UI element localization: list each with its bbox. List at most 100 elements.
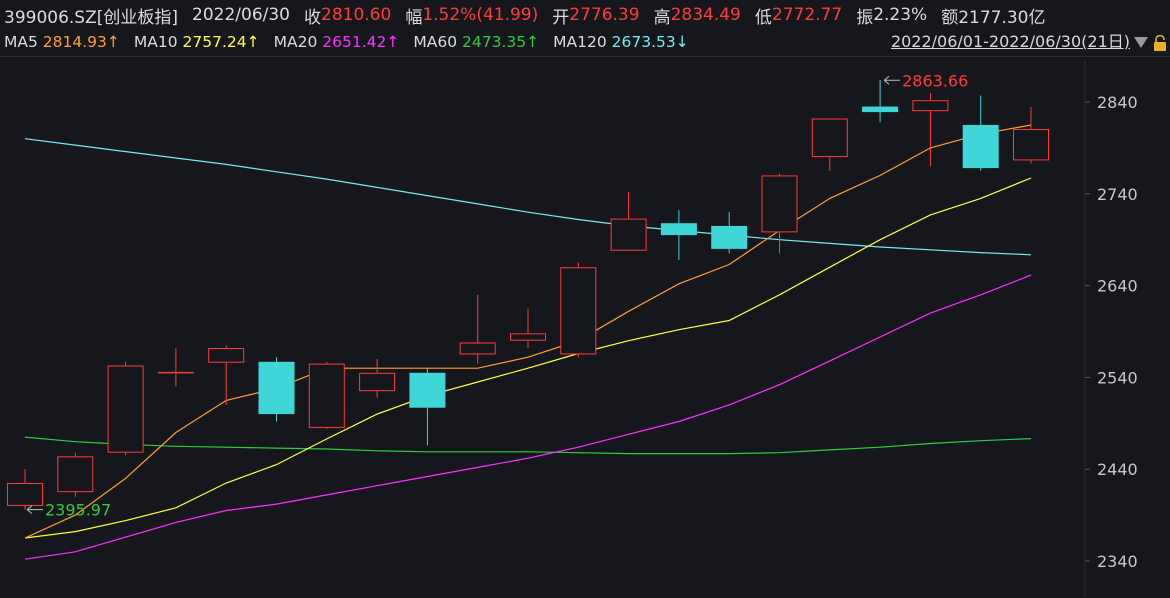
- low-value-label: 2395.97: [45, 501, 111, 520]
- ma10-indicator: MA10 2757.24↑: [134, 33, 260, 51]
- candle: [560, 262, 597, 358]
- candle: [660, 210, 697, 260]
- candle: [962, 95, 999, 171]
- candle: [912, 92, 949, 167]
- candle-body: [1013, 128, 1049, 161]
- candle: [208, 345, 245, 405]
- ma5-value: 2814.93: [42, 33, 107, 51]
- change-label: 幅: [405, 7, 423, 28]
- candle: [157, 348, 194, 387]
- ma20-arrow-icon: ↑: [386, 33, 400, 51]
- ma60-indicator: MA60 2473.35↑: [413, 33, 539, 51]
- candle: [258, 357, 295, 422]
- ma60-arrow-icon: ↑: [526, 33, 540, 51]
- ma5-arrow-icon: ↑: [106, 33, 120, 51]
- candle: [711, 212, 748, 254]
- candle-body: [308, 363, 345, 428]
- candle: [107, 361, 144, 456]
- ma10-label: MA10: [133, 33, 178, 51]
- chevron-down-icon[interactable]: [1134, 37, 1148, 48]
- close-value: 2810.60: [321, 5, 392, 25]
- candle-body: [157, 371, 194, 374]
- candle: [761, 173, 798, 254]
- candle-body: [409, 372, 446, 408]
- ma60-line: [24, 436, 1032, 455]
- high-value: 2834.49: [670, 5, 741, 25]
- ma120-arrow-icon: ↓: [675, 33, 689, 51]
- ma10-line: [24, 177, 1032, 539]
- quote-date: 2022/06/30: [192, 5, 290, 25]
- candle: [7, 469, 43, 510]
- candle: [1013, 107, 1049, 164]
- candle-body: [711, 225, 748, 249]
- date-range-selector[interactable]: 2022/06/01-2022/06/30(21日): [890, 32, 1130, 51]
- candle: [409, 368, 446, 446]
- amount-value: 2177.30亿: [958, 7, 1046, 28]
- amplitude-label: 振: [856, 7, 874, 28]
- candle-body: [510, 333, 546, 341]
- candle-body: [107, 365, 144, 453]
- candle-body: [962, 124, 999, 169]
- ma5-line: [24, 124, 1032, 539]
- ma20-indicator: MA20 2651.42↑: [274, 33, 400, 51]
- candle-body: [862, 106, 899, 113]
- ma120-indicator: MA120 2673.53↓: [553, 33, 689, 51]
- candle-body: [560, 267, 597, 355]
- ma10-arrow-icon: ↑: [246, 33, 260, 51]
- high-marker-arrow-icon: [883, 75, 890, 85]
- header-divider: [0, 56, 1170, 57]
- amount-label: 额: [941, 7, 959, 28]
- index-code: 399006.SZ[创业板指]: [4, 7, 179, 28]
- candle-body: [7, 482, 43, 506]
- y-tick-label: 2840: [1097, 93, 1138, 112]
- ma120-label: MA120: [553, 33, 607, 51]
- low-marker-arrow-icon: [26, 505, 33, 515]
- ma60-label: MA60: [413, 33, 458, 51]
- candle-body: [57, 456, 94, 493]
- candle: [811, 118, 848, 171]
- ma5-indicator: MA5 2814.93↑: [4, 33, 120, 51]
- candle-body: [208, 348, 245, 363]
- ma120-value: 2673.53: [611, 33, 676, 51]
- candle-body: [811, 118, 848, 158]
- open-value: 2776.39: [569, 5, 640, 25]
- close-label: 收: [304, 7, 321, 28]
- ma60-value: 2473.35: [462, 33, 527, 51]
- candle: [610, 191, 647, 251]
- y-tick-label: 2440: [1097, 460, 1138, 479]
- amplitude-value: 2.23%: [873, 5, 928, 25]
- candle: [359, 359, 396, 398]
- candle: [308, 361, 345, 429]
- ma20-line: [24, 274, 1032, 560]
- candle-body: [258, 361, 295, 415]
- candle-body: [359, 372, 396, 392]
- candle: [459, 294, 496, 364]
- change-value: 1.52%(41.99): [422, 5, 539, 25]
- candle-body: [912, 100, 949, 112]
- candle: [57, 452, 94, 497]
- y-tick-label: 2640: [1097, 277, 1138, 296]
- y-tick-label: 2340: [1097, 552, 1138, 571]
- ma20-label: MA20: [273, 33, 318, 51]
- quote-info-bar: 399006.SZ[创业板指] 2022/06/30 收 2810.60 幅 1…: [0, 0, 1170, 30]
- candle: [510, 308, 546, 349]
- candle-body: [459, 342, 496, 355]
- low-label: 低: [754, 7, 772, 28]
- open-label: 开: [552, 7, 570, 28]
- ma120-line: [24, 138, 1032, 256]
- candle-body: [761, 175, 798, 233]
- ma20-value: 2651.42: [322, 33, 387, 51]
- y-tick-label: 2540: [1097, 368, 1138, 387]
- y-tick-label: 2740: [1097, 185, 1138, 204]
- candle-body: [610, 218, 647, 251]
- ma10-value: 2757.24: [182, 33, 247, 51]
- ma5-label: MA5: [4, 33, 38, 51]
- candle-body: [660, 223, 697, 236]
- moving-average-bar: MA5 2814.93↑ MA10 2757.24↑ MA20 2651.42↑…: [0, 30, 1170, 54]
- lock-icon[interactable]: [1153, 35, 1167, 51]
- high-value-label: 2863.66: [902, 71, 968, 90]
- high-label: 高: [653, 7, 671, 28]
- candle: [862, 79, 899, 123]
- low-value: 2772.77: [771, 5, 843, 25]
